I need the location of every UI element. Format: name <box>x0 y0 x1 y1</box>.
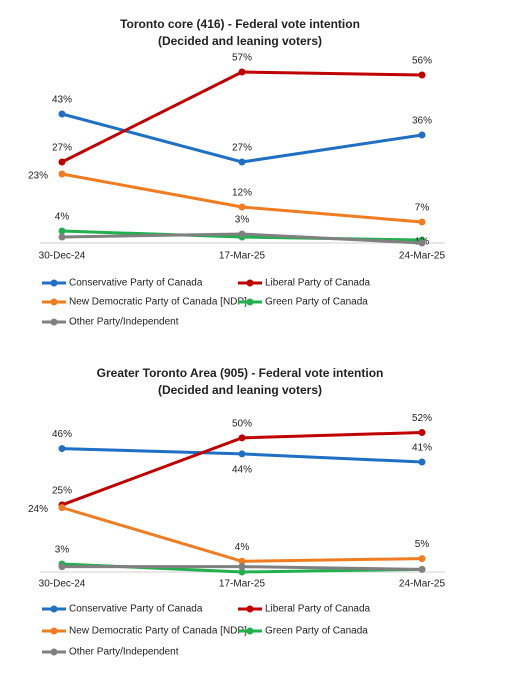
legend-marker <box>50 318 58 326</box>
point <box>418 458 426 466</box>
point <box>238 68 246 76</box>
legend-marker <box>50 298 58 306</box>
point <box>238 557 246 565</box>
x-tick-label: 24-Mar-25 <box>399 251 446 262</box>
data-label: 3% <box>55 545 70 556</box>
data-label: 7% <box>415 203 430 214</box>
point <box>58 504 66 512</box>
data-label: 4% <box>55 212 70 223</box>
data-label: 5% <box>415 539 430 550</box>
data-label: 46% <box>52 429 72 440</box>
legend-marker <box>246 605 254 613</box>
point <box>238 230 246 238</box>
data-label: 23% <box>28 171 48 182</box>
data-label: 50% <box>232 418 252 429</box>
data-label: 12% <box>232 188 252 199</box>
x-tick-label: 30-Dec-24 <box>39 251 86 262</box>
data-label: 25% <box>52 486 72 497</box>
point <box>58 170 66 178</box>
data-label: 44% <box>232 465 252 476</box>
data-label: 27% <box>52 143 72 154</box>
chart-title: Greater Toronto Area (905) - Federal vot… <box>97 366 384 380</box>
legend-marker <box>246 279 254 287</box>
series-line <box>61 112 423 164</box>
x-tick-label: 24-Mar-25 <box>399 579 446 590</box>
legend-label: Green Party of Canada <box>265 626 368 637</box>
point <box>238 563 246 571</box>
legend-label: Other Party/Independent <box>69 647 179 658</box>
data-label: 4% <box>235 542 250 553</box>
data-label: 41% <box>412 443 432 454</box>
point <box>418 218 426 226</box>
point <box>58 445 66 453</box>
data-label: 27% <box>232 143 252 154</box>
point <box>58 227 66 235</box>
legend-label: Liberal Party of Canada <box>265 604 371 615</box>
point <box>418 555 426 563</box>
data-label: 24% <box>28 504 48 515</box>
point <box>238 434 246 442</box>
point <box>418 565 426 573</box>
data-label: 3% <box>235 215 250 226</box>
data-label: 52% <box>412 413 432 424</box>
point <box>418 239 426 247</box>
x-tick-label: 17-Mar-25 <box>219 251 266 262</box>
point <box>238 203 246 211</box>
point <box>238 450 246 458</box>
chart-title: Toronto core (416) - Federal vote intent… <box>120 17 360 31</box>
data-label: 57% <box>232 53 252 64</box>
x-tick-label: 17-Mar-25 <box>219 579 266 590</box>
legend-marker <box>50 605 58 613</box>
legend-label: Green Party of Canada <box>265 297 368 308</box>
chart-subtitle: (Decided and leaning voters) <box>158 383 322 397</box>
chart-subtitle: (Decided and leaning voters) <box>158 34 322 48</box>
legend-label: Conservative Party of Canada <box>69 604 203 615</box>
series-line <box>61 506 423 563</box>
point <box>418 71 426 79</box>
point <box>418 131 426 139</box>
point <box>238 158 246 166</box>
legend-label: Other Party/Independent <box>69 317 179 328</box>
legend-marker <box>50 648 58 656</box>
x-tick-label: 30-Dec-24 <box>39 579 86 590</box>
point <box>58 158 66 166</box>
legend-label: New Democratic Party of Canada [NDP] <box>69 297 247 308</box>
point <box>58 110 66 118</box>
data-label: 43% <box>52 95 72 106</box>
legend-label: Liberal Party of Canada <box>265 278 371 289</box>
data-label: 56% <box>412 56 432 67</box>
point <box>238 568 246 576</box>
point <box>58 233 66 241</box>
legend-marker <box>50 627 58 635</box>
legend-marker <box>50 279 58 287</box>
point <box>58 563 66 571</box>
legend-marker <box>246 298 254 306</box>
legend-marker <box>246 627 254 635</box>
point <box>418 428 426 436</box>
data-label: 36% <box>412 116 432 127</box>
legend-label: New Democratic Party of Canada [NDP] <box>69 626 247 637</box>
legend-label: Conservative Party of Canada <box>69 278 203 289</box>
